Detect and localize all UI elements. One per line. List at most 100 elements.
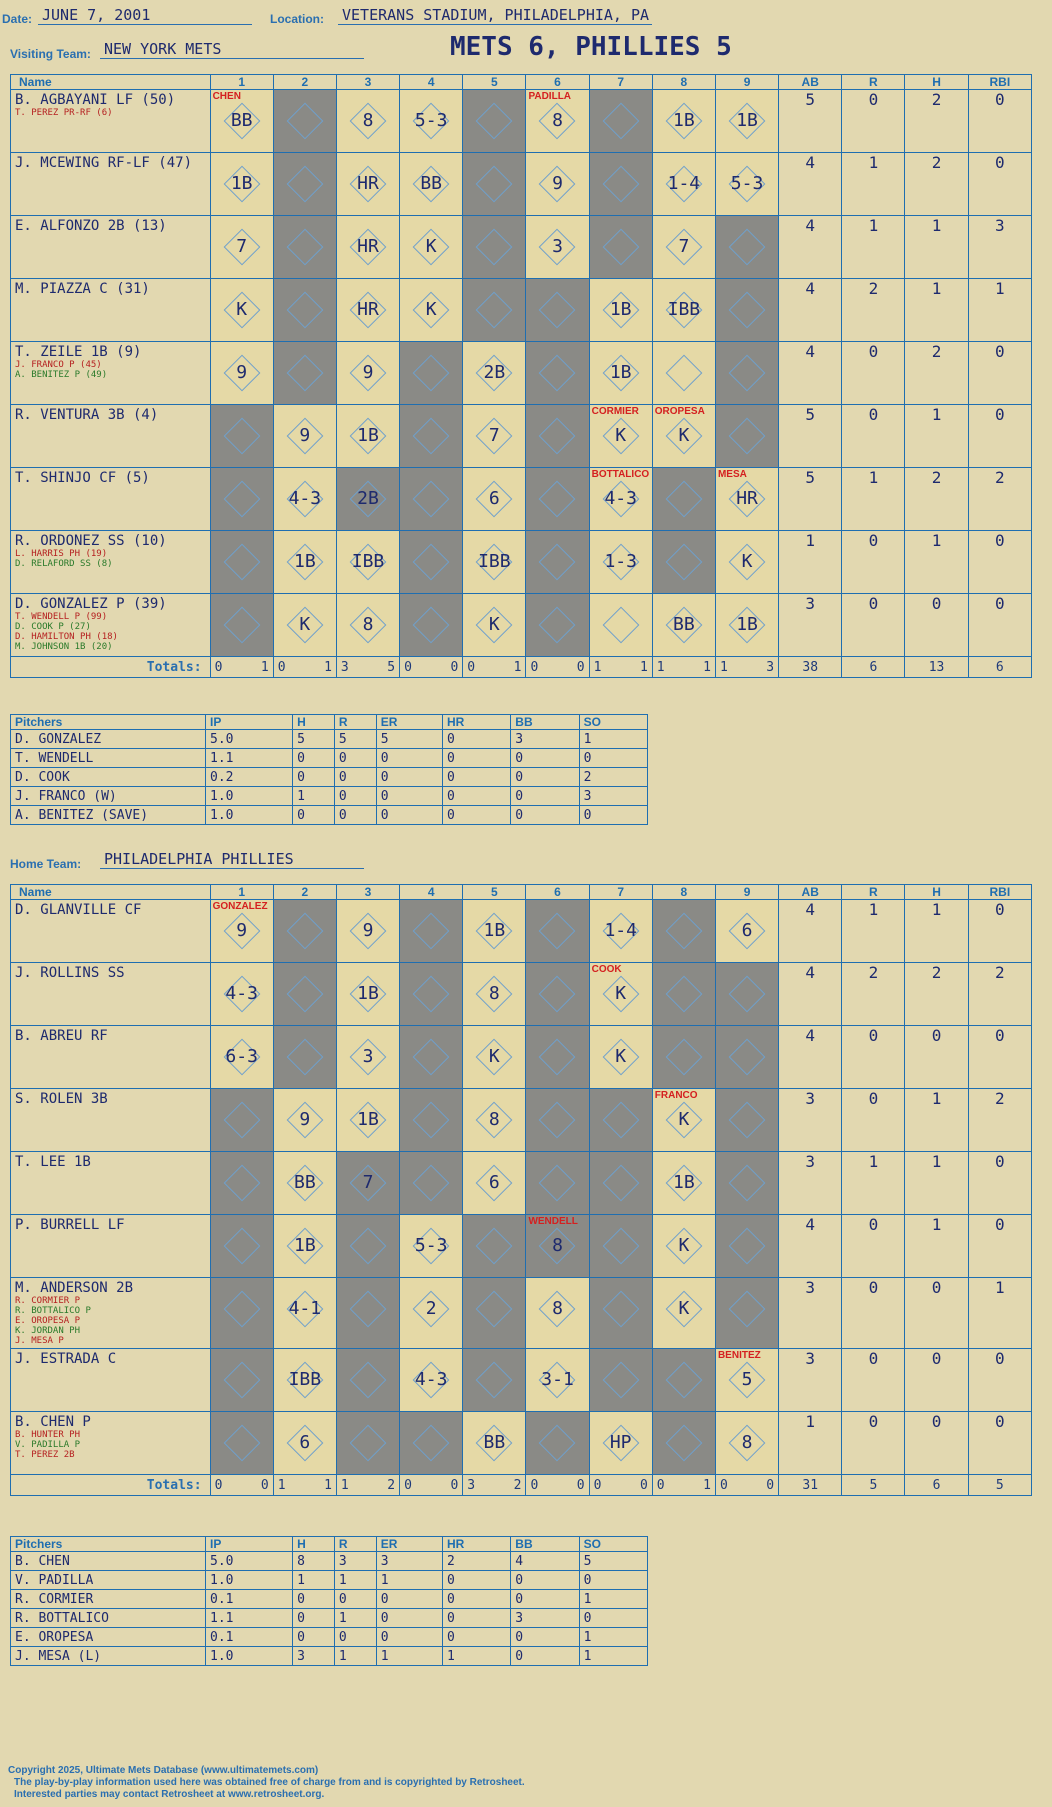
date-value: JUNE 7, 2001 xyxy=(38,6,252,25)
diamond-icon xyxy=(286,228,324,266)
play-result: 1B xyxy=(293,1235,316,1256)
play-result: 1B xyxy=(609,362,632,383)
play-result: K xyxy=(615,425,627,446)
inning-cell: HR xyxy=(335,215,401,279)
inning-cell: 9 xyxy=(272,404,337,468)
diamond-icon xyxy=(728,228,766,266)
pitchers-column-header: IP xyxy=(204,714,294,730)
play-result: 7 xyxy=(362,1172,374,1193)
substitute-name: K. JORDAN PH xyxy=(15,1326,81,1336)
inning-cell: 4-3 xyxy=(272,467,337,531)
play-result: 3 xyxy=(362,1046,374,1067)
stat-r: 0 xyxy=(841,1214,906,1278)
inning-cell: 8 xyxy=(525,1277,590,1349)
inning-cell: K xyxy=(714,530,780,594)
inning-cell xyxy=(588,89,653,153)
play-result: 1B xyxy=(609,299,632,320)
inning-cell xyxy=(651,1411,716,1475)
pitcher-stat: 1 xyxy=(333,1608,377,1628)
pitcher-change-note: CHEN xyxy=(212,91,241,102)
pitchers-column-header: H xyxy=(292,714,335,730)
pitcher-stat: 1 xyxy=(292,1570,335,1590)
stat-r: 2 xyxy=(841,962,906,1026)
inning-cell: 9 xyxy=(335,899,401,963)
inning-cell: BB xyxy=(651,593,716,657)
stat-r: 0 xyxy=(841,593,906,657)
pitchers-header-row: Pitchers IP H R ER HR BB SO xyxy=(10,714,649,730)
total-h: 6 xyxy=(904,1474,969,1496)
pitcher-stat: 0 xyxy=(578,1608,649,1628)
play-result: K xyxy=(678,1298,690,1319)
diamond-icon xyxy=(475,228,513,266)
play-result: HR xyxy=(357,236,379,257)
diamond-icon xyxy=(412,912,450,950)
stat-rbi: 0 xyxy=(967,1025,1033,1089)
inning-cell: 4-3 xyxy=(209,962,274,1026)
stat-ab: 3 xyxy=(778,1348,843,1412)
inning-cell: 1B xyxy=(272,530,337,594)
pitcher-row: T. WENDELL 1.1 0 0 0 0 0 0 xyxy=(10,748,649,768)
pitcher-change-note: PADILLA xyxy=(528,91,572,102)
diamond-icon xyxy=(602,228,639,266)
play-result: 7 xyxy=(678,236,690,257)
pitcher-stat: 1 xyxy=(578,729,649,749)
batter-row: R. ORDONEZ SS (10) L. HARRIS PH (19) D. RE… xyxy=(10,530,1033,594)
stat-ab: 3 xyxy=(778,1151,843,1215)
inning-cell: 2 xyxy=(399,1277,464,1349)
pitcher-stat: 0 xyxy=(375,1608,443,1628)
diamond-icon xyxy=(539,354,576,392)
inning-cell xyxy=(335,1411,401,1475)
pitcher-change-note: WENDELL xyxy=(528,1216,578,1227)
inning-cell: 7 xyxy=(209,215,274,279)
inning-cell xyxy=(588,1214,653,1278)
stat-rbi: 0 xyxy=(967,89,1033,153)
inning-hits: 1 xyxy=(324,1477,332,1493)
play-result: 1B xyxy=(357,1109,379,1130)
total-ab: 38 xyxy=(778,656,843,678)
play-result: 8 xyxy=(362,614,374,635)
inning-cell xyxy=(399,1025,464,1089)
inning-cell: BB xyxy=(462,1411,527,1475)
pitcher-stat: 1.1 xyxy=(204,748,294,768)
inning-hits: 0 xyxy=(450,659,459,675)
stat-rbi: 0 xyxy=(967,1151,1033,1215)
inning-cell xyxy=(272,341,337,405)
pitcher-stat: 0 xyxy=(333,786,377,806)
inning-cell: 1B xyxy=(335,962,401,1026)
diamond-icon xyxy=(412,975,450,1013)
pitcher-name: B. CHEN xyxy=(10,1551,206,1571)
stat-r: 0 xyxy=(841,404,906,468)
diamond-icon xyxy=(665,1361,703,1399)
batter-row: J. ESTRADA C IBB 4-3 3-1 5 BENITEZ 3 0 0 0 xyxy=(10,1348,1033,1412)
pitchers-header-row: Pitchers IP H R ER HR BB SO xyxy=(10,1536,649,1552)
inning-hits: 0 xyxy=(576,1477,585,1493)
pitcher-change-note: FRANCO xyxy=(654,1090,698,1101)
inning-cell: 8 xyxy=(714,1411,780,1475)
play-result: IBB xyxy=(667,299,701,320)
diamond-icon xyxy=(349,1361,387,1399)
inning-cell: 3 xyxy=(335,1025,401,1089)
inning-cell: K xyxy=(651,1277,716,1349)
inning-cell: 4-1 xyxy=(272,1277,337,1349)
play-result: 4-3 xyxy=(604,488,637,509)
inning-cell: K COOK xyxy=(588,962,653,1026)
pitcher-change-note: COOK xyxy=(591,964,622,975)
inning-cell xyxy=(272,1025,337,1089)
pitcher-stat: 0 xyxy=(578,1570,649,1590)
column-header: 1 xyxy=(209,884,274,900)
play-result: 7 xyxy=(488,425,500,446)
play-result: 9 xyxy=(299,1109,311,1130)
inning-cell: K xyxy=(462,1025,527,1089)
inning-cell: 1B xyxy=(209,152,274,216)
batter-row: T. ZEILE 1B (9) J. FRANCO P (45) A. BENITE… xyxy=(10,341,1033,405)
play-result: 6-3 xyxy=(225,1046,258,1067)
pitcher-change-note: CORMIER xyxy=(591,406,639,417)
pitcher-stat: 3 xyxy=(510,1608,580,1628)
inning-runs: 0 xyxy=(593,1477,602,1493)
pitcher-stat: 0 xyxy=(333,748,377,768)
stat-rbi: 0 xyxy=(967,341,1033,405)
diamond-icon xyxy=(349,1424,387,1462)
inning-cell xyxy=(714,962,780,1026)
play-result: BB xyxy=(483,1432,506,1453)
play-result: 9 xyxy=(236,920,248,941)
